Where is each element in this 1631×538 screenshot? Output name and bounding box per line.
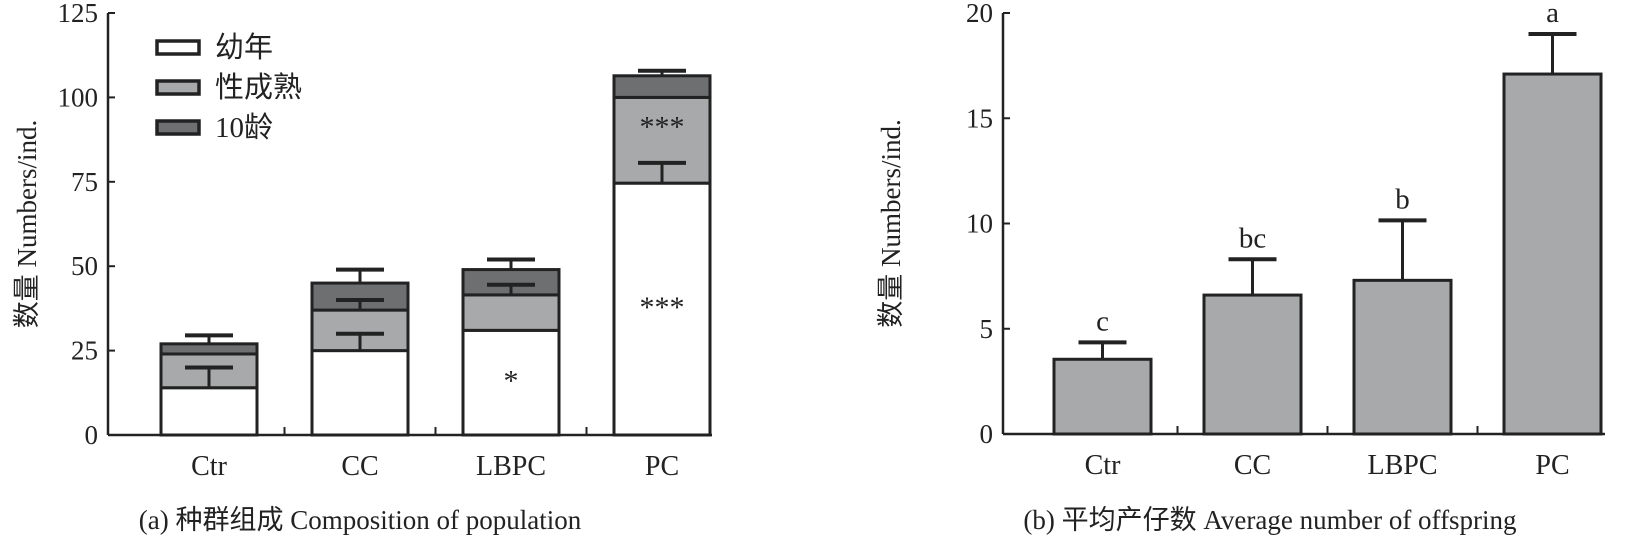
x-tick-label: LBPC bbox=[1367, 450, 1437, 481]
y-tick-label: 75 bbox=[71, 167, 98, 197]
bar-PC bbox=[1502, 72, 1603, 436]
significance-mark: * bbox=[504, 365, 519, 398]
significance-mark: *** bbox=[640, 291, 685, 324]
legend-swatch bbox=[155, 39, 201, 56]
bar-segment-Ctr-2 bbox=[159, 342, 259, 356]
bar-segment-Ctr-0 bbox=[159, 386, 259, 437]
y-tick-label: 0 bbox=[980, 419, 994, 449]
significance-mark: *** bbox=[640, 110, 685, 143]
chart-panel-a: 0 25 50 75 100 125 数量 Numbers/ind. Ctr CC LBPC PC (… bbox=[12, 0, 712, 535]
significance-letter: c bbox=[1096, 305, 1109, 337]
significance-letter: b bbox=[1395, 183, 1410, 215]
x-tick-label: PC bbox=[1535, 450, 1569, 481]
bar-segment-CC-0 bbox=[310, 349, 410, 437]
bar-CC bbox=[1202, 293, 1303, 436]
y-tick-label: 25 bbox=[71, 336, 98, 366]
y-tick-label: 0 bbox=[85, 420, 99, 450]
significance-letter: bc bbox=[1239, 222, 1266, 254]
y-axis-label: 数量 Numbers/ind. bbox=[12, 120, 42, 329]
bar-LBPC bbox=[1352, 278, 1453, 436]
bar-segment-PC-2 bbox=[612, 74, 712, 99]
x-tick-label: Ctr bbox=[1085, 450, 1121, 481]
x-tick-label: LBPC bbox=[476, 451, 546, 482]
y-axis-label: 数量 Numbers/ind. bbox=[876, 119, 906, 328]
legend-swatch bbox=[155, 79, 201, 96]
legend-label: 性成熟 bbox=[215, 71, 302, 104]
legend-label: 幼年 bbox=[215, 31, 273, 64]
y-tick-label: 125 bbox=[58, 0, 99, 28]
y-tick-label: 5 bbox=[980, 314, 994, 344]
chart-panel-b: 0 5 10 15 20 数量 Numbers/ind. Ctr CC LBPC PC (b) 平均… bbox=[876, 0, 1605, 535]
chart-caption: (a) 种群组成 Composition of population bbox=[139, 505, 582, 535]
legend-swatch bbox=[155, 119, 201, 136]
significance-letter: a bbox=[1546, 0, 1559, 29]
legend-label: 10龄 bbox=[215, 111, 273, 144]
y-tick-label: 50 bbox=[71, 251, 98, 281]
x-tick-label: PC bbox=[645, 451, 679, 482]
y-tick-label: 10 bbox=[966, 209, 993, 239]
bar-segment-LBPC-1 bbox=[461, 293, 561, 332]
y-tick-label: 100 bbox=[58, 82, 99, 112]
x-tick-label: CC bbox=[341, 451, 378, 482]
bar-Ctr bbox=[1052, 357, 1153, 436]
chart-caption: (b) 平均产仔数 Average number of offspring bbox=[1023, 505, 1516, 535]
y-tick-label: 20 bbox=[966, 0, 993, 28]
x-tick-label: CC bbox=[1234, 450, 1271, 481]
y-tick-label: 15 bbox=[966, 103, 993, 133]
x-tick-label: Ctr bbox=[191, 451, 227, 482]
